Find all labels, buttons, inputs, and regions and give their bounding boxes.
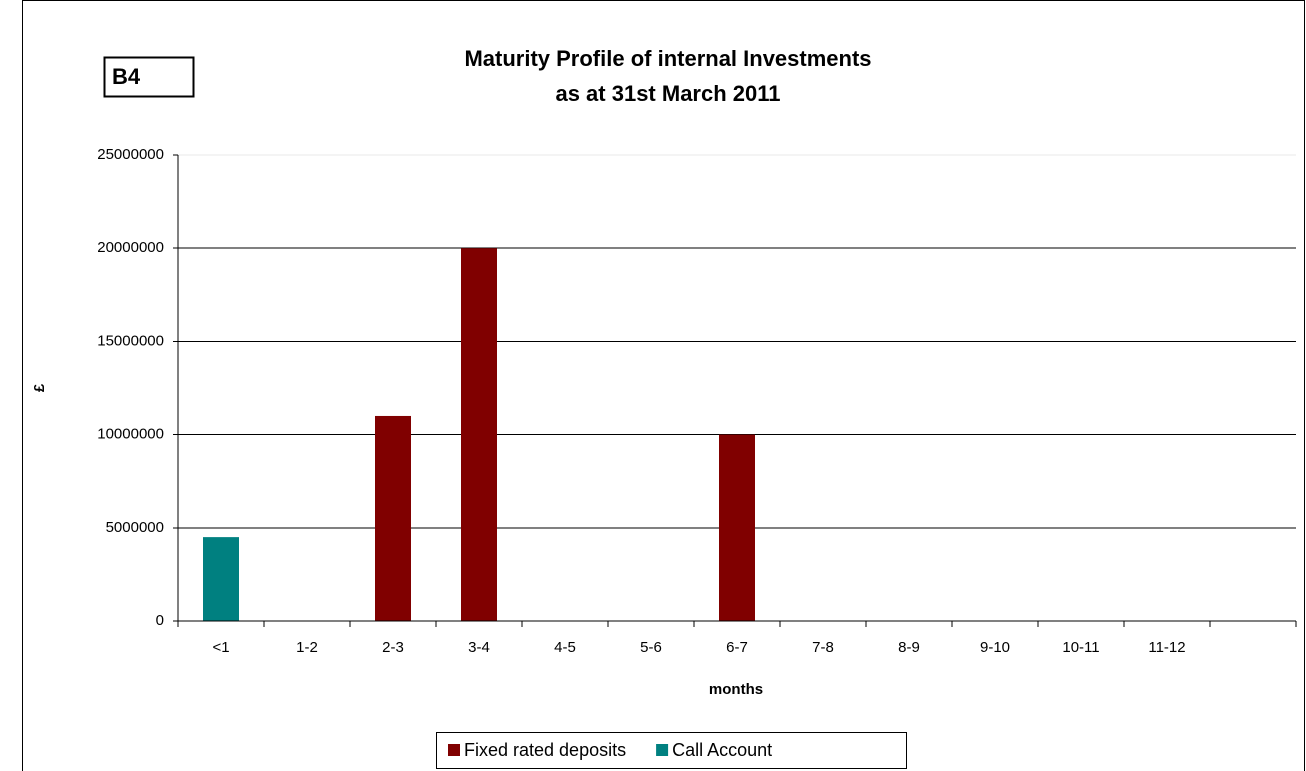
legend-box xyxy=(436,732,907,769)
x-tick-label: 6-7 xyxy=(726,639,748,656)
x-tick-label: 3-4 xyxy=(468,639,490,656)
x-tick-label: <1 xyxy=(212,639,229,656)
legend-swatch xyxy=(656,744,669,756)
annotation: B4 xyxy=(112,64,141,89)
bar xyxy=(375,415,411,621)
x-tick-label: 4-5 xyxy=(554,639,576,656)
y-tick-label: 10000000 xyxy=(97,426,164,443)
chart-title: as at 31st March 2011 xyxy=(555,81,780,106)
y-tick-label: 5000000 xyxy=(106,519,164,536)
x-tick-label: 1-2 xyxy=(296,639,318,656)
x-tick-label: 2-3 xyxy=(382,639,404,656)
legend-swatch xyxy=(448,744,460,756)
y-tick-label: 25000000 xyxy=(97,146,164,163)
annotation-box xyxy=(103,56,195,98)
bar xyxy=(203,537,239,621)
x-tick-label: 5-6 xyxy=(640,639,662,656)
x-tick-label: 11-12 xyxy=(1148,639,1185,656)
bar xyxy=(461,248,497,621)
chart-border xyxy=(22,0,1305,771)
legend-label: Fixed rated deposits xyxy=(464,740,626,760)
y-tick-label: 0 xyxy=(156,612,164,629)
x-axis-label: months xyxy=(709,681,763,698)
bar xyxy=(719,434,755,621)
x-tick-label: 9-10 xyxy=(980,639,1010,656)
chart-title: Maturity Profile of internal Investments xyxy=(464,46,871,71)
x-tick-label: 7-8 xyxy=(812,639,834,656)
y-tick-label: 15000000 xyxy=(97,332,164,349)
y-tick-label: 20000000 xyxy=(97,239,164,256)
y-axis-label: £ xyxy=(31,383,48,392)
x-tick-label: 8-9 xyxy=(898,639,920,656)
x-tick-label: 10-11 xyxy=(1062,639,1099,656)
legend-label: Call Account xyxy=(672,740,772,760)
